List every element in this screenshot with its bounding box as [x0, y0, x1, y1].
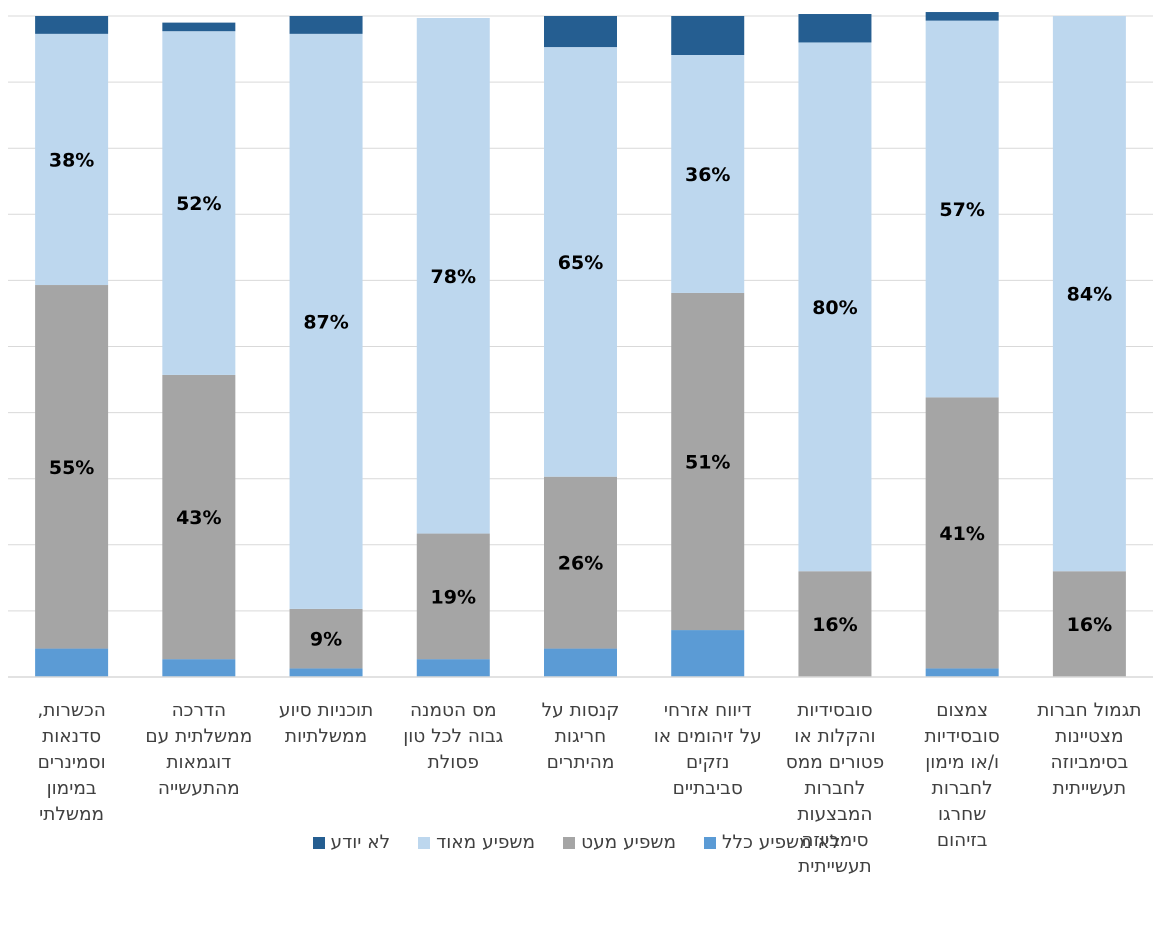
legend-label: לא משפיע כלל [722, 832, 841, 853]
legend-item: לא משפיע כלל [704, 832, 840, 853]
bar-segment [162, 31, 236, 375]
category-label: תוכניות סיוע ממשלתיות [278, 700, 374, 747]
data-label: 38% [49, 149, 94, 171]
legend-item: משפיע מאוד [418, 832, 535, 853]
legend-item: משפיע מעט [563, 832, 676, 853]
data-label: 57% [939, 199, 984, 221]
bar-segment [1052, 571, 1126, 677]
bar-segment [671, 292, 745, 631]
category-label: תגמול חברות מצטיינות בסימביוזה תעשייתית [1037, 700, 1142, 799]
legend-label: לא יודע [330, 832, 391, 853]
stacked-bar-chart: 55% 38% 43% 52% 9% 87% 19% 78% 26% 65% 51% 36% 16% 80… [8, 12, 1153, 678]
bar-segment [798, 42, 872, 572]
bar-segment [544, 47, 617, 477]
bar-segment [925, 397, 999, 669]
bar-segment [925, 668, 999, 677]
bar-segment [162, 374, 236, 660]
data-label: 87% [303, 311, 348, 333]
legend-swatch [704, 836, 717, 849]
legend-item: לא יודע [312, 832, 391, 853]
bar-segment [1052, 16, 1126, 572]
data-label: 51% [685, 452, 730, 474]
bar-segment [35, 33, 109, 286]
bar-segment [289, 33, 363, 609]
category-label: הכשרות, סדנאות וסמינרים במימון ממשלתי [37, 700, 106, 825]
legend-swatch [563, 836, 576, 849]
bar-segment [35, 285, 109, 649]
data-label: 16% [812, 614, 857, 636]
data-label: 65% [558, 252, 603, 274]
legend-label: משפיע מאוד [436, 832, 536, 853]
bar-segment [289, 668, 363, 677]
bar-segment [35, 16, 109, 34]
bar-segment [162, 22, 236, 32]
data-label: 78% [431, 266, 476, 288]
bar-segment [544, 648, 617, 677]
category-label: קנסות על חריגות מהיתרים [541, 700, 620, 773]
bar-segment [671, 630, 745, 677]
bar-segment [544, 476, 617, 649]
data-label: 36% [685, 164, 730, 186]
data-label: 26% [558, 553, 603, 575]
bar-segment [544, 16, 617, 48]
bar-segment [289, 608, 363, 669]
bar-segment [162, 659, 236, 677]
legend: לא משפיע כלל משפיע מעט משפיע מאוד לא יודע [0, 832, 1153, 853]
legend-swatch [418, 836, 431, 849]
bars [35, 12, 1126, 677]
data-label: 43% [176, 507, 221, 529]
data-label: 55% [49, 457, 94, 479]
bar-segment [416, 17, 490, 534]
data-label: 9% [310, 629, 342, 651]
bar-segment [671, 54, 745, 293]
bar-segment [35, 648, 109, 677]
category-label: סובסידיות והקלות או פטורים ממס לחברות המ… [785, 700, 885, 877]
bar-segment [798, 14, 872, 43]
bar-segment [798, 571, 872, 677]
bar-segment [416, 533, 490, 660]
data-labels: 55% 38% 43% 52% 9% 87% 19% 78% 26% 65% 51% 36% 16% 80… [49, 149, 1112, 650]
legend-swatch [312, 836, 325, 849]
data-label: 52% [176, 193, 221, 215]
category-label: מס הטמנה גבוה לכל טון פסולת [403, 700, 504, 773]
data-label: 84% [1067, 284, 1112, 306]
bar-segment [671, 16, 745, 55]
bar-segment [289, 16, 363, 34]
category-label: דיווח אזרחי על זיהומים או נזקים סביבתיים [653, 700, 762, 799]
category-label: צמצום סובסידיות ו/או מימון לחברות שחרגו … [924, 700, 1000, 851]
bar-segment [925, 20, 999, 398]
bar-segment [416, 659, 490, 677]
legend-label: משפיע מעט [581, 832, 677, 853]
data-label: 16% [1067, 614, 1112, 636]
data-label: 41% [939, 523, 984, 545]
data-label: 19% [431, 586, 476, 608]
category-label: הדרכה ממשלתית עם דוגמאות מהתעשייה [145, 700, 253, 799]
data-label: 80% [812, 297, 857, 319]
bar-segment [925, 12, 999, 21]
